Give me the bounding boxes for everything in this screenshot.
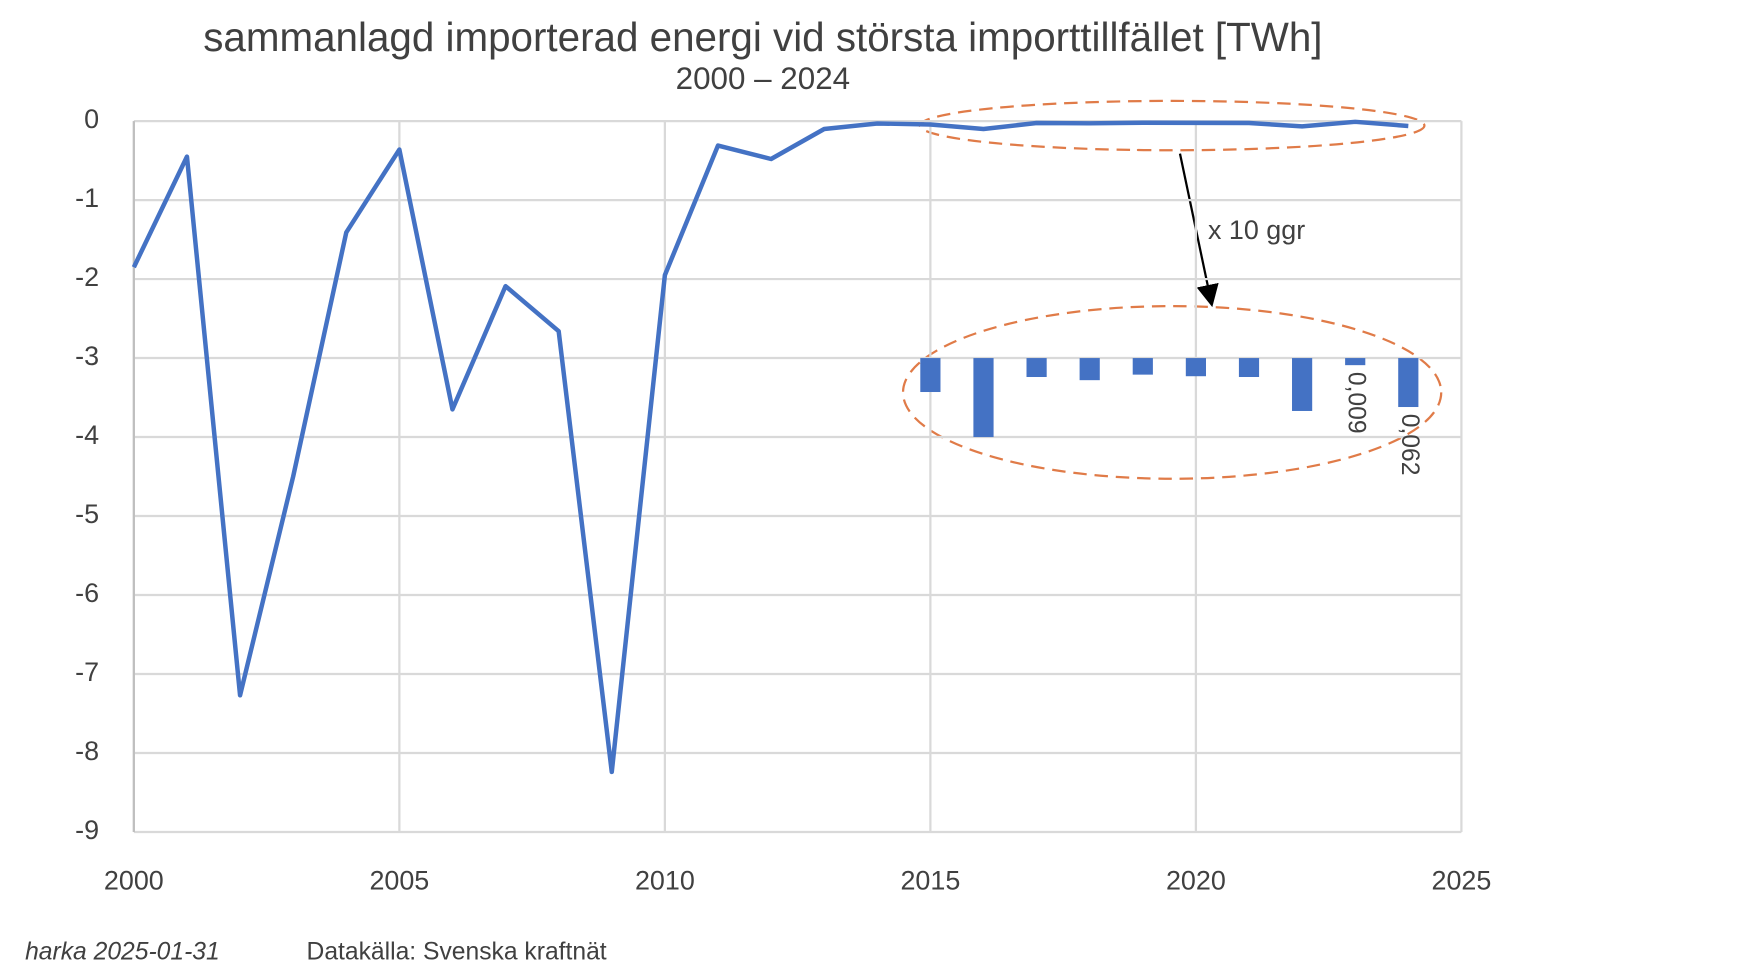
inset-bar — [920, 358, 941, 393]
y-tick-label: -2 — [75, 262, 99, 292]
x-tick-label: 2000 — [104, 866, 164, 896]
y-tick-label: -9 — [75, 815, 99, 845]
data-label: 0,009 — [1343, 372, 1370, 434]
x-tick-label: 2005 — [369, 866, 429, 896]
data-line — [131, 119, 1409, 775]
inset-bar — [1079, 358, 1100, 381]
y-tick-label: -8 — [75, 736, 99, 766]
annotation: x 10 ggr — [1208, 215, 1305, 245]
data-label: 0,062 — [1396, 414, 1423, 476]
y-tick-label: -3 — [75, 341, 99, 371]
x-tick-label: 2010 — [635, 866, 695, 896]
inset-bar — [1238, 358, 1260, 378]
y-tick-label: -7 — [75, 657, 99, 687]
footer-author: harka 2025-01-31 — [25, 939, 220, 966]
x-tick-label: 2025 — [1431, 866, 1491, 896]
inset-bar — [1345, 358, 1366, 366]
chart-title: sammanlagd importerad energi vid största… — [203, 14, 1322, 60]
inset-bar — [973, 358, 994, 438]
inset-ellipse — [901, 304, 1443, 480]
y-tick-label: 0 — [84, 104, 99, 134]
inset-bar — [1185, 358, 1206, 377]
y-tick-label: -1 — [75, 183, 99, 213]
x-tick-label: 2015 — [900, 866, 960, 896]
y-tick-label: -4 — [75, 420, 99, 450]
inset-bar — [1398, 358, 1419, 408]
y-tick-label: -5 — [75, 499, 99, 529]
inset-bar — [1292, 358, 1313, 411]
y-tick-label: -6 — [75, 578, 99, 608]
footer-source: Datakälla: Svenska kraftnät — [307, 939, 607, 966]
inset-bar — [1132, 358, 1153, 375]
x-tick-label: 2020 — [1166, 866, 1226, 896]
chart-subtitle: 2000 – 2024 — [676, 61, 850, 96]
inset-bar — [1026, 358, 1047, 378]
